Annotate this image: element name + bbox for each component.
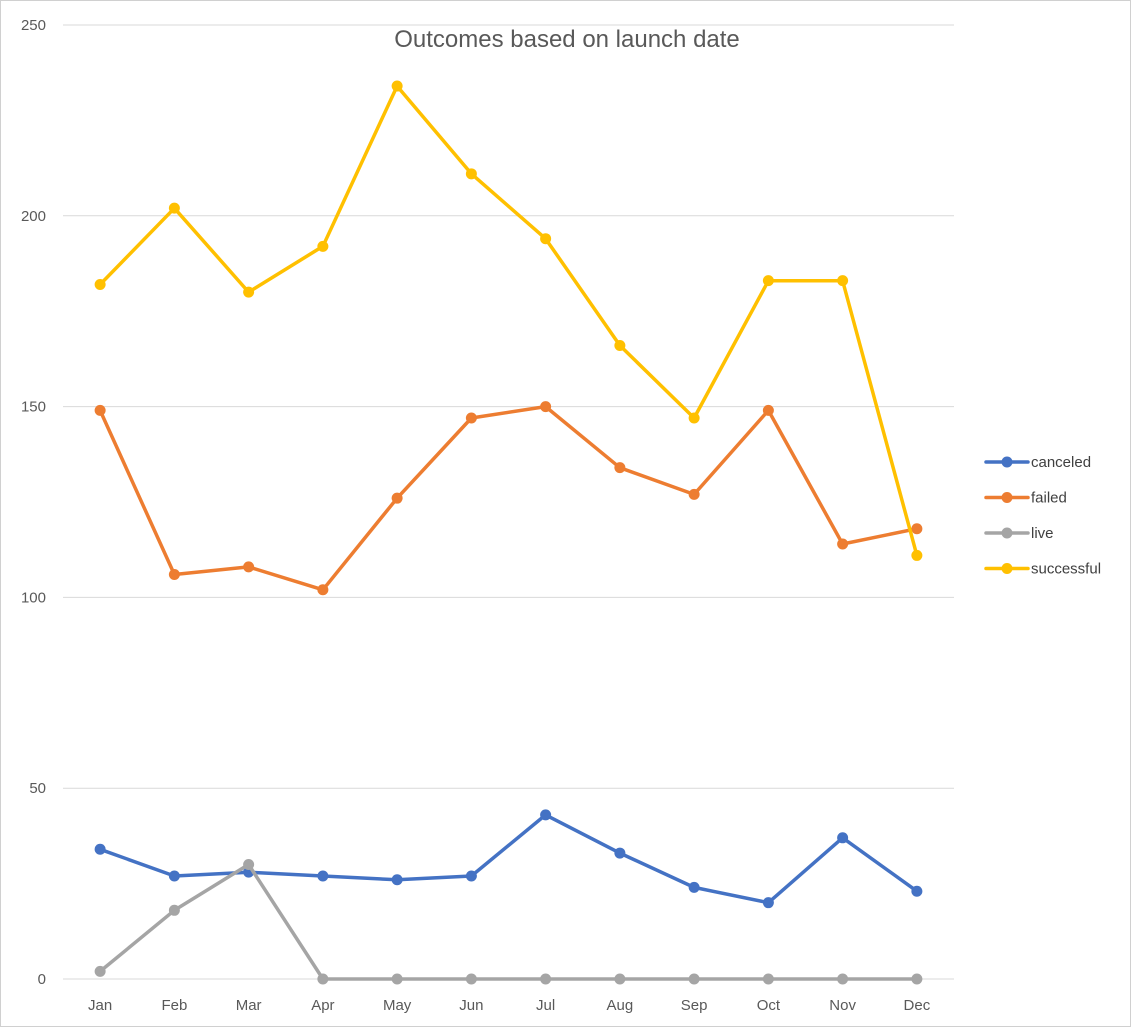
legend: canceled failed live successful [984,454,1101,578]
series-canceled [94,809,923,909]
legend-item-live: live [984,525,1054,542]
data-point-successful [911,549,923,561]
data-point-successful [168,202,180,214]
data-point-successful [317,240,329,252]
data-point-live [762,973,774,985]
legend-marker [1001,492,1013,503]
x-tick-label: Jan [88,997,112,1014]
data-point-successful [94,278,106,290]
series-line-successful [98,84,919,558]
y-axis-ticks: 0 50 100 150 200 250 [21,17,46,988]
x-tick-label: Sep [681,997,708,1014]
chart-title: Outcomes based on launch date [394,26,740,53]
series-live [94,859,923,985]
series-successful [94,80,923,561]
data-point-live [911,973,923,985]
x-tick-label: Dec [904,997,931,1014]
data-point-canceled [540,809,552,821]
data-point-successful [614,340,626,352]
x-tick-label: Apr [311,997,334,1014]
legend-marker [1001,456,1013,468]
series-line-failed [98,404,919,592]
legend-label: successful [1031,561,1101,578]
data-point-live [614,973,626,985]
data-point-canceled [168,870,180,882]
data-point-live [837,973,849,985]
data-point-successful [540,233,552,245]
data-point-successful [465,168,477,180]
data-point-failed [614,462,626,474]
x-tick-label: Jul [536,997,555,1014]
data-point-canceled [317,870,329,882]
y-tick-label: 0 [38,971,46,988]
data-point-canceled [911,885,923,897]
data-point-failed [391,492,403,504]
x-tick-label: Nov [829,997,856,1014]
data-point-live [168,904,180,916]
series-line-canceled [98,813,919,905]
data-point-live [688,973,700,985]
y-tick-label: 200 [21,208,46,225]
data-point-failed [94,404,106,416]
y-tick-label: 250 [21,17,46,34]
series-failed [94,401,923,596]
legend-label: live [1031,525,1054,542]
legend-marker [1001,527,1013,539]
data-point-live [540,973,552,985]
data-point-live [391,973,403,985]
legend-label: canceled [1031,454,1091,471]
series-layer [94,80,923,985]
data-point-canceled [94,843,106,855]
data-point-failed [465,412,477,424]
data-point-successful [243,286,255,298]
legend-label: failed [1031,490,1067,507]
data-point-canceled [688,881,700,893]
data-point-canceled [762,897,774,909]
legend-item-canceled: canceled [984,454,1091,471]
y-tick-label: 150 [21,399,46,416]
data-point-failed [243,561,255,573]
data-point-successful [391,80,403,92]
y-tick-label: 50 [29,780,46,797]
data-point-live [243,859,255,871]
y-tick-label: 100 [21,589,46,606]
data-point-successful [762,275,774,287]
legend-item-failed: failed [984,490,1067,507]
data-point-failed [168,569,180,581]
data-point-successful [688,412,700,424]
x-tick-label: Mar [236,997,262,1014]
x-tick-label: Jun [459,997,483,1014]
data-point-failed [540,401,552,413]
data-point-canceled [465,870,477,882]
series-line-live [98,862,919,981]
data-point-failed [762,404,774,416]
data-point-failed [911,523,923,535]
data-point-live [465,973,477,985]
data-point-failed [837,538,849,550]
x-tick-label: Aug [607,997,634,1014]
legend-item-successful: successful [984,561,1101,578]
data-point-failed [688,488,700,500]
legend-marker [1001,563,1013,574]
data-point-live [94,965,106,977]
x-tick-label: Feb [161,997,187,1014]
data-point-canceled [614,847,626,859]
data-point-failed [317,584,329,596]
data-point-canceled [837,832,849,844]
data-point-canceled [391,874,403,886]
data-point-live [317,973,329,985]
x-axis-ticks: Jan Feb Mar Apr May Jun Jul Aug Sep Oct Nov Dec [88,997,931,1014]
x-tick-label: Oct [757,997,781,1014]
x-tick-label: May [383,997,412,1014]
data-point-successful [837,275,849,287]
